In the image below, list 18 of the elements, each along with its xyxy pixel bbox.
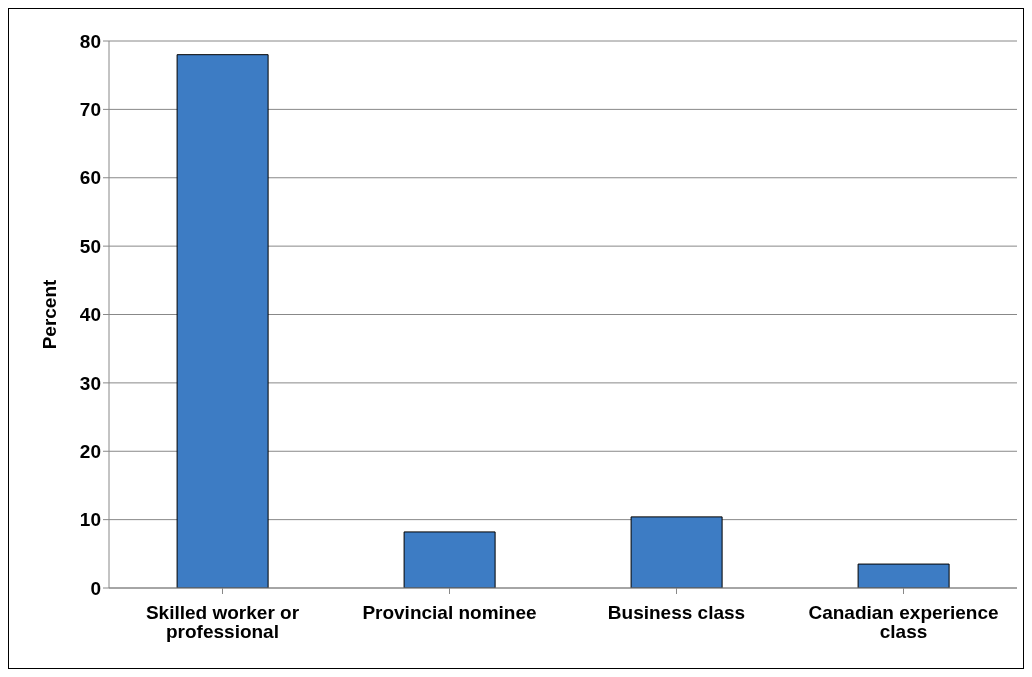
x-tick-label: Skilled worker or professional (145, 602, 300, 643)
y-tick-label: 60 (79, 167, 101, 189)
y-tick-label: 40 (79, 304, 101, 326)
x-tick-label: Business class (607, 602, 746, 624)
x-tick-label: Canadian experience class (808, 602, 999, 643)
y-tick-label: 80 (79, 30, 101, 52)
y-tick-label: 70 (79, 99, 101, 121)
x-tick-label: Provincial nominee (362, 602, 537, 624)
bar (176, 54, 269, 588)
y-tick-label: 50 (79, 235, 101, 257)
y-axis-title: Percent (38, 278, 60, 350)
bar (630, 516, 723, 588)
y-tick-label: 30 (79, 372, 101, 394)
y-tick-label: 0 (90, 577, 101, 599)
bar (857, 563, 950, 588)
y-tick-label: 20 (79, 440, 101, 462)
y-tick-label: 10 (79, 509, 101, 531)
bar (403, 531, 496, 588)
